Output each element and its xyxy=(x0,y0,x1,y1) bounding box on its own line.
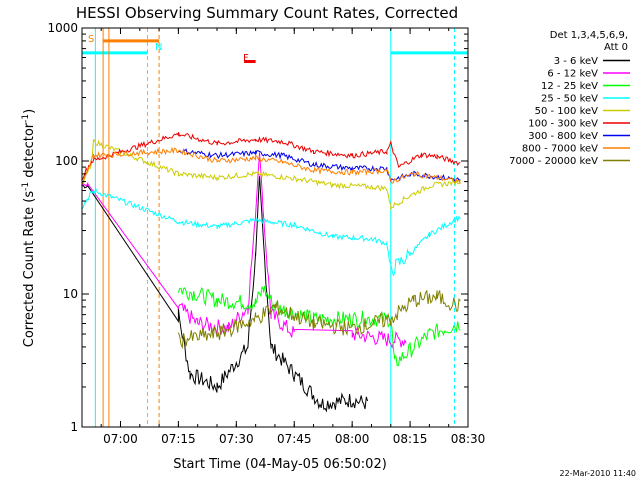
series-line-2 xyxy=(81,152,407,349)
annotation-f: F xyxy=(243,53,249,64)
legend: Det 1,3,4,5,6,9,Att 0 3 - 6 keV 6 - 12 keV… xyxy=(509,30,630,167)
y-axis-label: Corrected Count Rate (s-1 detector-1) xyxy=(21,109,37,347)
axes: 07:00 07:15 07:30 07:45 08:00 08:15 08:30 1 10 10… xyxy=(47,21,485,446)
x-tick-label: 07:00 xyxy=(103,432,138,446)
x-axis-label: Start Time (04-May-05 06:50:02) xyxy=(173,457,387,472)
x-tick-label: 08:30 xyxy=(451,432,486,446)
y-axis-label-mid: detector xyxy=(22,122,37,182)
annotation-s: S xyxy=(88,34,94,45)
series-line-5 xyxy=(81,139,461,211)
y-tick-label: 1 xyxy=(70,420,78,434)
x-tick-label: 07:45 xyxy=(277,432,312,446)
y-tick-label: 100 xyxy=(55,154,78,168)
y-axis-label-exp1: -1 xyxy=(21,182,31,191)
legend-label: 7000 - 20000 keV xyxy=(509,156,598,167)
chart-title: HESSI Observing Summary Count Rates, Cor… xyxy=(76,4,458,22)
y-axis-label-exp2: -1 xyxy=(21,114,31,123)
legend-label: 800 - 7000 keV xyxy=(522,144,598,155)
y-tick-label: 10 xyxy=(63,287,78,301)
series-layer xyxy=(81,132,461,413)
series-line-3 xyxy=(177,285,461,367)
observing-intervals xyxy=(82,28,468,427)
x-tick-label: 07:15 xyxy=(161,432,196,446)
legend-label: 50 - 100 keV xyxy=(535,106,599,117)
footer-date: 22-Mar-2010 11:40 xyxy=(560,469,637,478)
series-line-8 xyxy=(81,146,461,185)
x-tick-label: 08:00 xyxy=(335,432,370,446)
series-line-6 xyxy=(81,132,461,181)
plot-frame xyxy=(81,27,469,428)
legend-label: 6 - 12 keV xyxy=(547,69,598,80)
y-tick-label: 1000 xyxy=(47,21,78,35)
legend-label: 100 - 300 keV xyxy=(528,119,598,130)
legend-label: 12 - 25 keV xyxy=(541,81,598,92)
series-line-4 xyxy=(81,188,461,277)
series-line-1 xyxy=(81,175,369,413)
x-tick-label: 08:15 xyxy=(393,432,428,446)
legend-header: Att 0 xyxy=(604,42,628,53)
series-line-9 xyxy=(177,289,461,350)
legend-header: Det 1,3,4,5,6,9, xyxy=(550,30,628,41)
legend-label: 3 - 6 keV xyxy=(554,56,598,67)
x-tick-label: 07:30 xyxy=(219,432,254,446)
legend-label: 300 - 800 keV xyxy=(528,131,598,142)
legend-label: 25 - 50 keV xyxy=(541,94,598,105)
y-axis-label-main: Corrected Count Rate (s xyxy=(22,191,37,348)
y-axis-label-end: ) xyxy=(22,109,37,114)
annotation-n: N xyxy=(155,42,162,53)
